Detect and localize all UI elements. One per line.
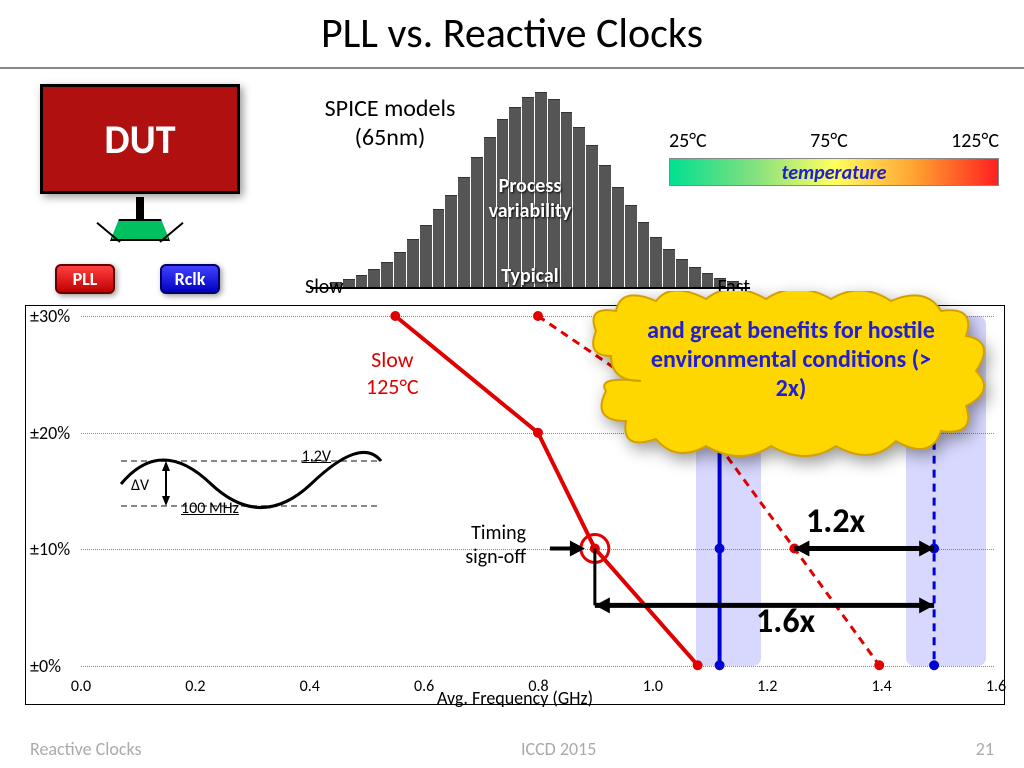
temp-125: 125°C (951, 129, 999, 153)
mux-shape (110, 219, 170, 241)
histogram: Process variability Typical Slow Fast (300, 89, 760, 299)
dut-box: DUT (40, 84, 240, 194)
footer-center: ICCD 2015 (521, 738, 596, 760)
page-title: PLL vs. Reactive Clocks (0, 0, 1024, 69)
top-section: DUT PLL Rclk SPICE models (65nm) Process… (0, 69, 1024, 309)
timing-signoff-label: Timing sign-off (426, 521, 526, 569)
x-axis-label: Avg. Frequency (GHz) (26, 687, 1004, 709)
temp-75: 75°C (810, 129, 848, 153)
main-chart: ±0%±10%±20%±30% 0.00.20.40.60.81.01.21.4… (25, 305, 1005, 705)
temp-25: 25°C (669, 129, 707, 153)
footer-right: 21 (976, 738, 994, 760)
slow-line-label: Slow 125°C (366, 346, 419, 400)
rclk-box: Rclk (160, 264, 220, 294)
wave-inset: ΔV 1.2V 100 MHz (111, 441, 391, 531)
cloud-text: and great benefits for hostile environme… (641, 316, 941, 403)
wave-100mhz: 100 MHz (181, 499, 239, 518)
pll-box: PLL (55, 264, 115, 294)
hist-label-process: Process (430, 174, 630, 198)
wave-12v: 1.2V (302, 447, 331, 466)
hist-label-variability: variability (430, 199, 630, 223)
footer: Reactive Clocks ICCD 2015 21 (0, 738, 1024, 760)
wave-dv: ΔV (131, 476, 149, 495)
dut-stem (136, 197, 144, 222)
temp-label: temperature (670, 161, 998, 185)
footer-left: Reactive Clocks (30, 738, 142, 760)
hist-label-typical: Typical (430, 264, 630, 288)
speedup-16x: 1.6x (756, 601, 815, 642)
hist-slow: Slow (305, 275, 344, 299)
speedup-12x: 1.2x (806, 501, 865, 542)
temperature-legend: 25°C 75°C 125°C temperature (669, 129, 999, 186)
